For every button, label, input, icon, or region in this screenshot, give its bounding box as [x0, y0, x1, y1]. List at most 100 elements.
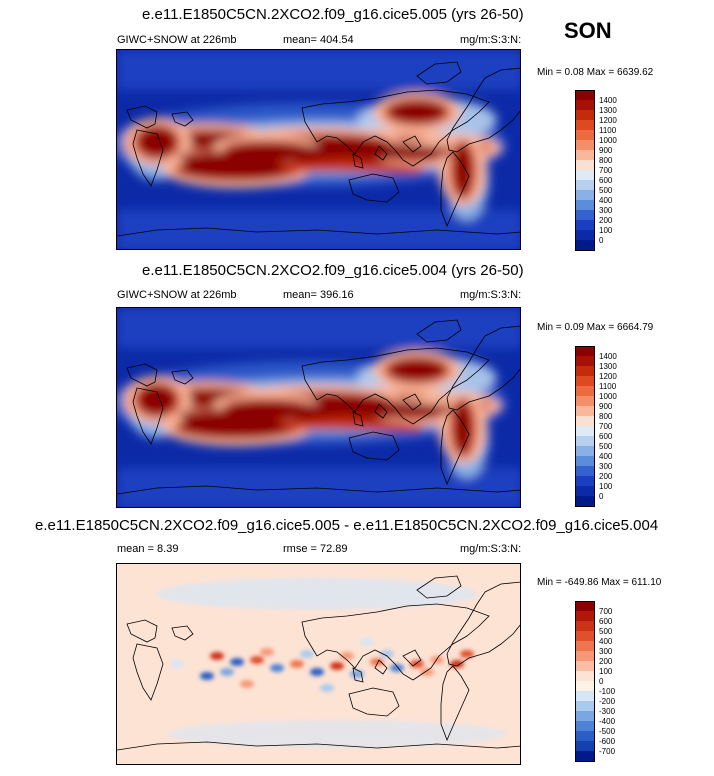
colorbar-swatch: [575, 476, 595, 487]
coastline: [440, 409, 470, 486]
colorbar-swatch: [575, 160, 595, 171]
colorbar-tick-label: 0: [599, 677, 604, 686]
colorbar-swatch: [575, 396, 595, 407]
panel-1-mean-label: mean= 404.54: [283, 34, 354, 46]
colorbar-swatch: [575, 130, 595, 141]
colorbar-swatch: [575, 356, 595, 367]
colorbar-tick-label: 400: [599, 196, 613, 205]
panel-2-title: e.e11.E1850C5CN.2XCO2.f09_g16.cice5.004 …: [142, 262, 524, 279]
colorbar-tick-label: 200: [599, 657, 613, 666]
coastline: [416, 319, 462, 343]
colorbar-swatch: [575, 386, 595, 397]
colorbar-swatch: [575, 366, 595, 377]
panel-1-units-label: mg/m:S:3:N:: [460, 34, 522, 46]
coastline: [440, 665, 470, 742]
colorbar-tick-label: 900: [599, 402, 613, 411]
colorbar-swatch: [575, 456, 595, 467]
colorbar-swatch: [575, 210, 595, 221]
colorbar-tick-label: 300: [599, 462, 613, 471]
colorbar-tick-label: 1000: [599, 392, 617, 401]
colorbar-tick-label: 1200: [599, 116, 617, 125]
panel-2-colorbar: 1400 1300 1200 1100 1000 900 800 700 600 500 400 30…: [575, 346, 645, 507]
colorbar-swatch: [575, 641, 595, 652]
colorbar-tick-label: 600: [599, 176, 613, 185]
coastline: [132, 643, 164, 701]
panel-3-mean-label: mean = 8.39: [117, 543, 179, 555]
colorbar-swatch: [575, 190, 595, 201]
coastline: [352, 411, 364, 427]
colorbar-swatch: [575, 200, 595, 211]
coastline: [374, 403, 388, 419]
colorbar-tick-label: 800: [599, 156, 613, 165]
colorbar-tick-label: -100: [599, 687, 616, 696]
panel-1-colorbar: 1400 1300 1200 1100 1000 900 800 700 600 500 400 30…: [575, 90, 645, 251]
colorbar-tick-label: -500: [599, 727, 616, 736]
colorbar-swatch: [575, 416, 595, 427]
colorbar-swatch: [575, 230, 595, 241]
colorbar-swatch: [575, 701, 595, 712]
colorbar-swatch: [575, 180, 595, 191]
colorbar-swatch: [575, 661, 595, 672]
colorbar-swatch: [575, 406, 595, 417]
coastline: [132, 129, 164, 187]
colorbar-tick-label: 400: [599, 637, 613, 646]
coastline: [352, 153, 364, 169]
colorbar-tick-label: 700: [599, 166, 613, 175]
colorbar-tick-label: 500: [599, 186, 613, 195]
colorbar-tick-label: -700: [599, 747, 616, 756]
panel-3-map: [116, 563, 521, 765]
coastline: [132, 387, 164, 445]
panel-2-minmax-label: Min = 0.09 Max = 6664.79: [537, 322, 654, 333]
colorbar-tick-label: 400: [599, 452, 613, 461]
colorbar-swatch: [575, 346, 595, 357]
colorbar-tick-label: -300: [599, 707, 616, 716]
coastline: [416, 61, 462, 85]
coastline: [171, 625, 194, 641]
colorbar-tick-label: -600: [599, 737, 616, 746]
colorbar-tick-label: 300: [599, 206, 613, 215]
colorbar-tick-label: 300: [599, 647, 613, 656]
colorbar-swatch: [575, 100, 595, 111]
coastline: [416, 575, 462, 599]
coastline: [301, 347, 490, 425]
coastline: [348, 173, 400, 203]
colorbar-swatch: [575, 671, 595, 682]
colorbar-tick-label: 500: [599, 627, 613, 636]
map-field: [117, 308, 520, 507]
coastline: [126, 105, 158, 129]
coastline: [374, 145, 388, 161]
colorbar-tick-label: 1300: [599, 106, 617, 115]
colorbar-tick-label: 1100: [599, 126, 617, 135]
colorbar-swatch: [575, 631, 595, 642]
colorbar-swatch: [575, 436, 595, 447]
coastline: [126, 619, 158, 643]
coastline: [171, 369, 194, 385]
colorbar-swatch: [575, 611, 595, 622]
colorbar-swatch: [575, 751, 595, 762]
colorbar-swatch: [575, 446, 595, 457]
coastline: [446, 581, 520, 667]
coastline: [440, 151, 470, 228]
colorbar-swatch: [575, 150, 595, 161]
colorbar-tick-label: 1100: [599, 382, 617, 391]
coastline: [117, 485, 520, 495]
colorbar-tick-label: 100: [599, 482, 613, 491]
coastline: [117, 741, 520, 751]
colorbar-tick-label: 600: [599, 432, 613, 441]
panel-3-units-label: mg/m:S:3:N:: [460, 543, 522, 555]
colorbar-tick-label: 100: [599, 226, 613, 235]
panel-2-units-label: mg/m:S:3:N:: [460, 289, 522, 301]
colorbar-tick-label: 500: [599, 442, 613, 451]
colorbar-tick-label: 1200: [599, 372, 617, 381]
colorbar-swatch: [575, 240, 595, 251]
coastline: [171, 111, 194, 127]
map-field: [117, 564, 520, 764]
colorbar-swatch: [575, 466, 595, 477]
coastline: [446, 67, 520, 153]
colorbar-tick-label: 100: [599, 667, 613, 676]
colorbar-swatch: [575, 496, 595, 507]
colorbar-tick-label: 800: [599, 412, 613, 421]
panel-1-variable-label: GIWC+SNOW at 226mb: [117, 34, 237, 46]
coastline: [352, 667, 364, 683]
panel-2-map: [116, 307, 521, 508]
